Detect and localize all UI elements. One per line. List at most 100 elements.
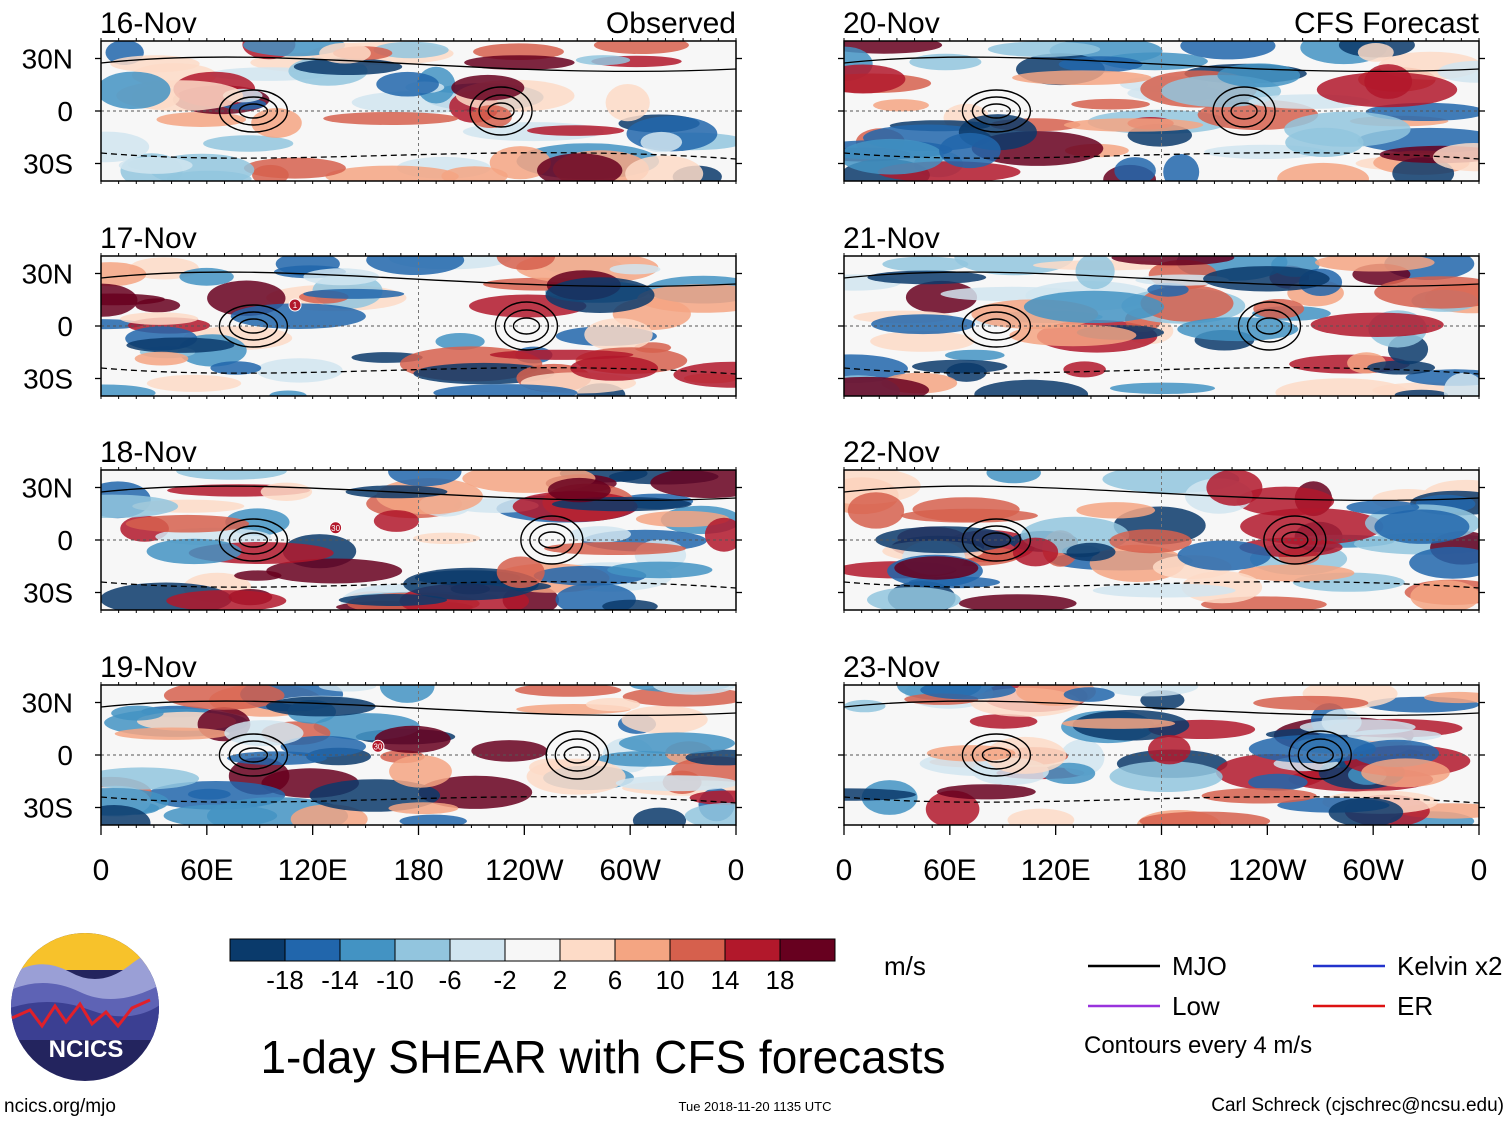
shear-field (844, 256, 1479, 396)
shear-anomaly-patch (1012, 70, 1152, 85)
shear-anomaly-patch (451, 74, 525, 101)
lat-label: 30S (23, 578, 73, 609)
shear-anomaly-patch (969, 714, 1038, 729)
mjo-contour (218, 518, 289, 562)
shear-anomaly-patch (1310, 312, 1444, 337)
lon-label: 0 (93, 854, 110, 887)
shear-anomaly-patch (847, 492, 905, 529)
shear-anomaly-patch (125, 514, 250, 533)
shear-anomaly-patch (1443, 372, 1479, 396)
mjo-contour (971, 311, 1022, 341)
shear-anomaly-patch (399, 814, 467, 825)
lon-label: 60E (180, 854, 233, 887)
shear-anomaly-patch (496, 256, 556, 271)
mjo-contour (487, 102, 515, 120)
storm-marker: 1 (288, 298, 302, 312)
legend-label: MJO (1172, 951, 1227, 981)
shear-anomaly-patch (338, 594, 448, 606)
shear-anomaly-patch (251, 108, 302, 138)
shear-anomaly-patch (366, 256, 465, 275)
colorbar-label: 2 (553, 965, 567, 995)
shear-anomaly-patch (111, 705, 164, 721)
lat-label: 0 (57, 311, 73, 342)
lat-label: 30N (22, 259, 73, 290)
lat-label: 0 (57, 740, 73, 771)
shear-anomaly-patch (986, 470, 1041, 484)
shear-anomaly-patch (515, 685, 622, 697)
shear-anomaly-patch (1394, 389, 1449, 396)
shear-anomaly-patch (925, 790, 980, 825)
shear-anomaly-patch (1328, 797, 1404, 825)
shear-anomaly-patch (101, 283, 138, 317)
shear-anomaly-patch (388, 802, 459, 815)
shear-anomaly-patch (871, 314, 976, 335)
lat-label: 30S (23, 364, 73, 395)
storm-label: 30 (331, 524, 340, 533)
shear-anomaly-patch (1092, 583, 1236, 598)
map-panel: 30 30N 0 30S 18-Nov (22, 436, 742, 613)
shear-anomaly-patch (1100, 685, 1199, 697)
shear-anomaly-patch (1374, 276, 1479, 309)
mjo-contour (101, 367, 736, 375)
lon-label: 0 (1471, 854, 1488, 887)
mjo-contour (101, 152, 736, 160)
shear-anomaly-patch (625, 155, 704, 181)
shear-anomaly-patch (1316, 72, 1458, 108)
panel-date: 17-Nov (100, 222, 197, 255)
mjo-contour (1246, 309, 1293, 343)
shear-anomaly-patch (640, 131, 683, 153)
colorbar-swatch (504, 938, 561, 962)
timestamp: Tue 2018-11-20 1135 UTC (679, 1099, 832, 1114)
mjo-contour (844, 700, 1479, 717)
colorbar: -18 -14 -10 -6 -2 2 6 10 14 18 (229, 938, 836, 995)
shear-anomaly-patch (586, 697, 640, 712)
mjo-contour (478, 94, 524, 128)
lat-label: 30N (22, 688, 73, 719)
observed-label: Observed (606, 7, 736, 40)
shear-anomaly-patch (607, 561, 713, 579)
shear-anomaly-patch (243, 157, 346, 179)
shear-anomaly-patch (1109, 761, 1223, 792)
shear-anomaly-patch (260, 482, 313, 501)
shear-anomaly-patch (224, 720, 304, 747)
mjo-contour (563, 746, 591, 764)
shear-anomaly-patch (1058, 56, 1143, 73)
lat-label: 0 (57, 96, 73, 127)
shear-anomaly-patch (163, 685, 285, 710)
shear-anomaly-patch (615, 775, 736, 792)
colorbar-label: 6 (608, 965, 622, 995)
shear-anomaly-patch (101, 71, 171, 109)
lat-label: 0 (57, 525, 73, 556)
shear-anomaly-patch (266, 558, 403, 584)
mjo-contour (101, 581, 736, 589)
shear-anomaly-patch (1201, 788, 1317, 804)
shear-anomaly-patch (126, 337, 235, 353)
mjo-contour (844, 581, 1479, 589)
logo-text: NCICS (49, 1036, 124, 1063)
shear-anomaly-patch (912, 359, 1008, 374)
shear-anomaly-patch (230, 303, 366, 330)
shear-anomaly-patch (844, 699, 886, 713)
shear-anomaly-patch (1346, 500, 1420, 515)
site-url: ncics.org/mjo (4, 1096, 116, 1117)
shear-anomaly-patch (1009, 324, 1137, 347)
shear-anomaly-patch (1365, 102, 1479, 121)
shear-anomaly-patch (1063, 361, 1106, 378)
shear-anomaly-patch (418, 775, 533, 809)
shear-anomaly-patch (1139, 811, 1271, 825)
mjo-contour (512, 317, 541, 335)
mjo-contour (1297, 738, 1343, 772)
shear-anomaly-patch (870, 330, 975, 352)
shear-anomaly-patch (134, 351, 189, 366)
lon-label: 120E (278, 854, 348, 887)
colorbar-swatch (724, 938, 781, 962)
shear-anomaly-patch (1063, 118, 1204, 132)
shear-anomaly-patch (1315, 256, 1435, 272)
shear-anomaly-patch (1253, 695, 1369, 711)
shear-anomaly-patch (1347, 729, 1442, 742)
legend-label: Low (1172, 991, 1220, 1021)
lon-label: 0 (728, 854, 745, 887)
mjo-contour (494, 301, 559, 351)
shear-anomaly-patch (1203, 266, 1330, 292)
